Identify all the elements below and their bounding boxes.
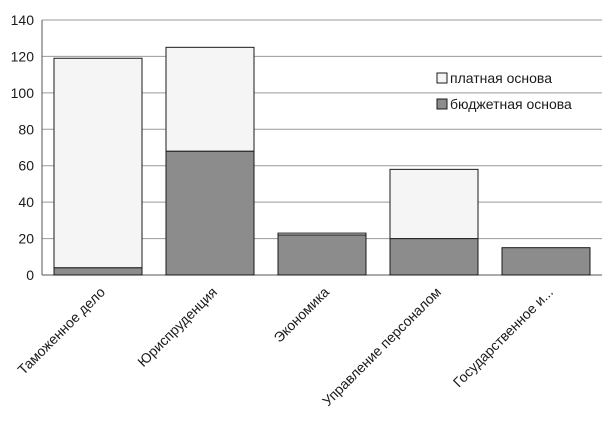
legend: платная основа бюджетная основа (436, 70, 572, 112)
bar-paid-2 (277, 232, 367, 236)
y-tick-label: 120 (11, 48, 35, 64)
legend-label: платная основа (450, 70, 552, 86)
x-tick-labels: Таможенное дело Юриспруденция ЭкономикаУпр… (14, 284, 556, 409)
legend-swatch (436, 98, 448, 110)
bar-paid-3 (389, 168, 479, 240)
y-tick-label: 20 (18, 231, 34, 247)
y-tick-label: 140 (11, 12, 35, 28)
y-tick-label: 100 (11, 85, 35, 101)
bars (53, 46, 591, 276)
y-tick-label: 60 (18, 158, 34, 174)
bar-budget-4 (501, 247, 591, 276)
bar-paid-1 (165, 46, 255, 152)
x-tick-label: Экономика (270, 284, 332, 346)
x-tick-label: Юриспруденция (134, 284, 220, 370)
bar-budget-2 (277, 234, 367, 276)
x-tick-label: Управление персоналом (319, 284, 444, 409)
x-tick-label: Таможенное дело (14, 284, 108, 378)
bar-budget-3 (389, 238, 479, 276)
bar-budget-0 (53, 267, 143, 276)
y-tick-labels: 0 20 40 60 80 100 120 140 (11, 12, 35, 283)
y-tick-label: 80 (18, 121, 34, 137)
bar-paid-0 (53, 57, 143, 269)
legend-label: бюджетная основа (450, 96, 572, 112)
x-tick-label: Государственное и... (450, 284, 556, 390)
y-tick-label: 40 (18, 194, 34, 210)
bar-budget-1 (165, 150, 255, 276)
y-tick-label: 0 (26, 267, 34, 283)
legend-swatch (436, 72, 448, 84)
